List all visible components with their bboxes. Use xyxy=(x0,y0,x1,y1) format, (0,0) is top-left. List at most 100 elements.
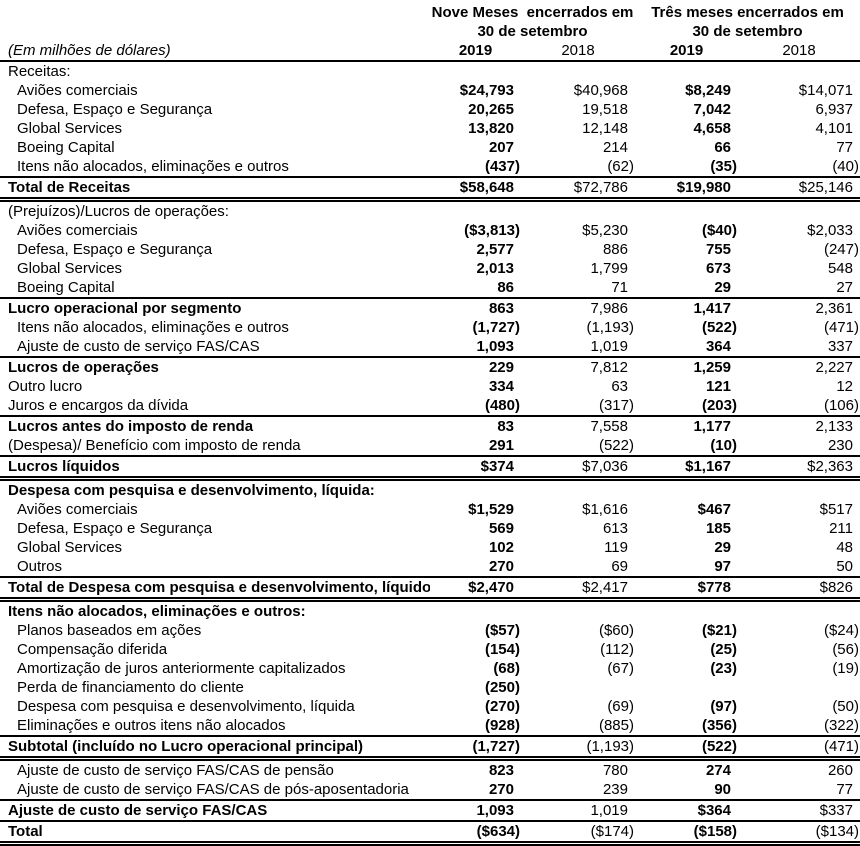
row-label: Global Services xyxy=(17,539,123,556)
row-label: Itens não alocados, eliminações e outros xyxy=(17,158,289,175)
value-cell: (247) xyxy=(823,241,859,258)
row-label: Aviões comerciais xyxy=(17,82,138,99)
value-cell: (1,727) xyxy=(472,319,520,336)
value-cell xyxy=(521,600,635,622)
value-cell: 229 xyxy=(430,356,521,377)
value-cell: (203) xyxy=(701,397,737,414)
table-row: (Prejuízos)/Lucros de operações: xyxy=(0,200,860,222)
value-cell xyxy=(738,600,860,622)
row-label: Ajuste de custo de serviço FAS/CAS xyxy=(0,799,430,821)
value-cell: ($174) xyxy=(521,820,635,846)
value-cell: (928) xyxy=(484,717,520,734)
table-row: Ajuste de custo de serviço FAS/CAS de pó… xyxy=(0,780,860,800)
table-row: Boeing Capital 207 214 66 77 xyxy=(0,138,860,157)
nine-months-date-subheader: 30 de setembro xyxy=(477,23,588,40)
period-group-header-row: Nove Meses encerrados em Três meses ence… xyxy=(0,3,860,22)
value-cell xyxy=(738,200,860,222)
value-cell: $14,071 xyxy=(798,82,853,99)
value-cell: $337 xyxy=(738,799,860,821)
value-cell: $19,980 xyxy=(635,176,738,202)
value-cell: (437) xyxy=(484,158,520,175)
row-label: Itens não alocados, eliminações e outros xyxy=(17,319,289,336)
value-cell: 1,093 xyxy=(476,338,514,355)
value-cell: (356) xyxy=(701,717,737,734)
value-cell: 86 xyxy=(497,279,514,296)
value-cell: 569 xyxy=(488,520,514,537)
value-cell: $1,167 xyxy=(635,455,738,481)
value-cell: 364 xyxy=(705,338,731,355)
value-cell: $2,363 xyxy=(738,455,860,481)
value-cell: 2,133 xyxy=(738,415,860,436)
value-cell: (1,727) xyxy=(430,735,521,761)
value-cell: ($57) xyxy=(484,622,520,639)
value-cell: 66 xyxy=(714,139,731,156)
value-cell: 1,019 xyxy=(590,338,628,355)
value-cell: ($3,813) xyxy=(464,222,520,239)
value-cell: 69 xyxy=(611,558,628,575)
row-label: Despesa com pesquisa e desenvolvimento, … xyxy=(8,482,375,499)
year-header-row: (Em milhões de dólares) 2019 2018 2019 2… xyxy=(0,41,860,62)
table-row: Eliminações e outros itens não alocados (… xyxy=(0,716,860,736)
value-cell: (522) xyxy=(635,735,738,761)
value-cell xyxy=(635,678,738,697)
value-cell: 6,937 xyxy=(815,101,853,118)
row-label: Juros e encargos da dívida xyxy=(8,397,189,414)
value-cell xyxy=(521,479,635,501)
value-cell: (62) xyxy=(607,158,634,175)
value-cell: (25) xyxy=(710,641,737,658)
value-cell: (522) xyxy=(598,437,634,454)
value-cell: $517 xyxy=(819,501,853,518)
row-label: Total xyxy=(0,820,430,846)
value-cell: 4,658 xyxy=(693,120,731,137)
table-row: Itens não alocados, eliminações e outros… xyxy=(0,157,860,177)
value-cell: 13,820 xyxy=(468,120,514,137)
table-row: Perda de financiamento do cliente (250) xyxy=(0,678,860,697)
value-cell: (154) xyxy=(484,641,520,658)
value-cell xyxy=(635,61,738,81)
value-cell: 29 xyxy=(714,539,731,556)
value-cell: 886 xyxy=(602,241,628,258)
table-row: Global Services 102 119 29 48 xyxy=(0,538,860,557)
row-label: Despesa com pesquisa e desenvolvimento, … xyxy=(17,698,355,715)
row-label: (Prejuízos)/Lucros de operações: xyxy=(8,203,229,220)
value-cell: 4,101 xyxy=(815,120,853,137)
value-cell: (35) xyxy=(710,158,737,175)
value-cell: $7,036 xyxy=(521,455,635,481)
value-cell: 270 xyxy=(488,558,514,575)
row-label: Lucros de operações xyxy=(0,356,430,377)
table-row: Defesa, Espaço e Segurança 569 613 185 211 xyxy=(0,519,860,538)
table-row: Defesa, Espaço e Segurança 2,577 886 755 (24… xyxy=(0,240,860,259)
value-cell: 29 xyxy=(714,279,731,296)
row-label: Defesa, Espaço e Segurança xyxy=(17,520,213,537)
value-cell: $58,648 xyxy=(430,176,521,202)
value-cell: 12,148 xyxy=(582,120,628,137)
table-row-total: Lucro operacional por segmento 863 7,986 1,… xyxy=(0,297,860,318)
row-label: Ajuste de custo de serviço FAS/CAS xyxy=(17,338,260,355)
value-cell: 214 xyxy=(602,139,628,156)
value-cell: $1,616 xyxy=(582,501,628,518)
value-cell: (68) xyxy=(493,660,520,677)
value-cell: 2,013 xyxy=(476,260,514,277)
row-label: Eliminações e outros itens não alocados xyxy=(17,717,286,734)
value-cell: (19) xyxy=(832,660,859,677)
value-cell xyxy=(635,479,738,501)
value-cell xyxy=(635,200,738,222)
value-cell: (69) xyxy=(607,698,634,715)
year-col-header: 2018 xyxy=(521,41,635,62)
value-cell: 2,227 xyxy=(738,356,860,377)
row-label: Aviões comerciais xyxy=(17,222,138,239)
value-cell: 19,518 xyxy=(582,101,628,118)
value-cell: 260 xyxy=(827,762,853,779)
value-cell: (471) xyxy=(738,735,860,761)
row-label: Lucro operacional por segmento xyxy=(0,297,430,318)
row-label: Compensação diferida xyxy=(17,641,168,658)
row-label: Outro lucro xyxy=(8,378,83,395)
header-spacer xyxy=(0,22,430,41)
value-cell: 334 xyxy=(488,378,514,395)
row-label: Subtotal (incluído no Lucro operacional … xyxy=(0,735,430,761)
value-cell: (23) xyxy=(710,660,737,677)
value-cell: (480) xyxy=(484,397,520,414)
row-label: Planos baseados em ações xyxy=(17,622,202,639)
table-row: Compensação diferida (154) (112) (25) (56) xyxy=(0,640,860,659)
value-cell: 673 xyxy=(705,260,731,277)
